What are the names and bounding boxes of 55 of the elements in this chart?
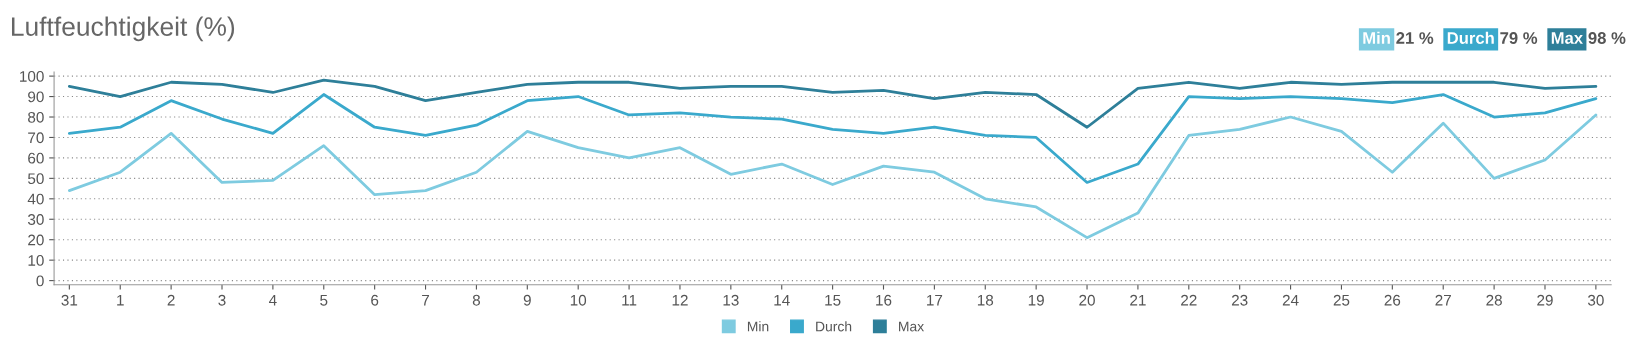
text: Durch: [1447, 31, 1494, 44]
x-tick-label: 7: [422, 294, 430, 306]
x-tick-label: 4: [268, 294, 277, 306]
x-tick-label: 10: [570, 294, 587, 306]
y-tick-label: 100: [20, 70, 44, 82]
x-tick-label: 26: [1384, 294, 1401, 306]
y-tick-label: 30: [27, 214, 44, 225]
x-tick-label: 2: [167, 294, 175, 306]
y-tick-label: 0: [36, 275, 44, 287]
x-tick-label: 21: [1130, 294, 1146, 306]
x-tick-label: 25: [1333, 294, 1350, 306]
x-tick-label: 6: [371, 294, 379, 306]
x-tick-label: 27: [1435, 294, 1451, 306]
x-tick-label: 29: [1537, 294, 1553, 306]
x-tick-label: 28: [1486, 294, 1502, 306]
line-series: [67, 113, 1598, 240]
text: 98 %: [1588, 32, 1626, 44]
x-tick-label: 24: [1282, 294, 1299, 306]
y-tick-label: 80: [28, 111, 44, 123]
x-tick-label: 19: [1028, 294, 1044, 306]
x-tick-label: 12: [672, 294, 688, 306]
x-tick-label: 16: [876, 294, 892, 306]
chart-title: Luftfeuchtigkeit (%): [12, 16, 235, 42]
y-tick-label: 70: [28, 132, 44, 144]
x-tick-label: 20: [1079, 294, 1095, 306]
x-tick-label: 23: [1231, 294, 1248, 306]
x-tick-label: 31: [61, 294, 78, 306]
y-tick-label: 40: [27, 193, 44, 205]
legend-label: Min: [747, 321, 769, 332]
x-tick-label: 8: [472, 294, 481, 306]
y-tick-label: 20: [28, 234, 44, 246]
x-tick-label: 22: [1181, 294, 1197, 306]
text: 21 %: [1396, 32, 1434, 44]
x-tick-label: 1: [117, 294, 124, 306]
x-tick-label: 11: [622, 294, 637, 306]
x-tick-label: 30: [1587, 294, 1604, 306]
line-series: [67, 93, 1598, 184]
y-tick-label: 50: [27, 173, 44, 185]
x-tick-label: 13: [723, 294, 739, 306]
x-tick-label: 5: [320, 294, 328, 306]
x-tick-label: 14: [774, 294, 790, 306]
text: Max: [1551, 32, 1583, 44]
y-tick-label: 90: [28, 91, 44, 103]
x-tick-label: 9: [523, 294, 531, 306]
x-tick-label: 17: [927, 294, 943, 306]
y-tick-label: 60: [28, 152, 44, 164]
x-tick-label: 18: [977, 294, 994, 306]
line-series: [67, 78, 1598, 129]
text: 79 %: [1500, 32, 1538, 44]
y-tick-label: 10: [28, 255, 44, 266]
x-tick-label: 3: [218, 294, 226, 306]
legend-label: Durch: [816, 321, 852, 332]
x-tick-label: 15: [825, 294, 841, 306]
legend-label: Max: [899, 321, 924, 332]
text: Min: [1363, 31, 1390, 44]
